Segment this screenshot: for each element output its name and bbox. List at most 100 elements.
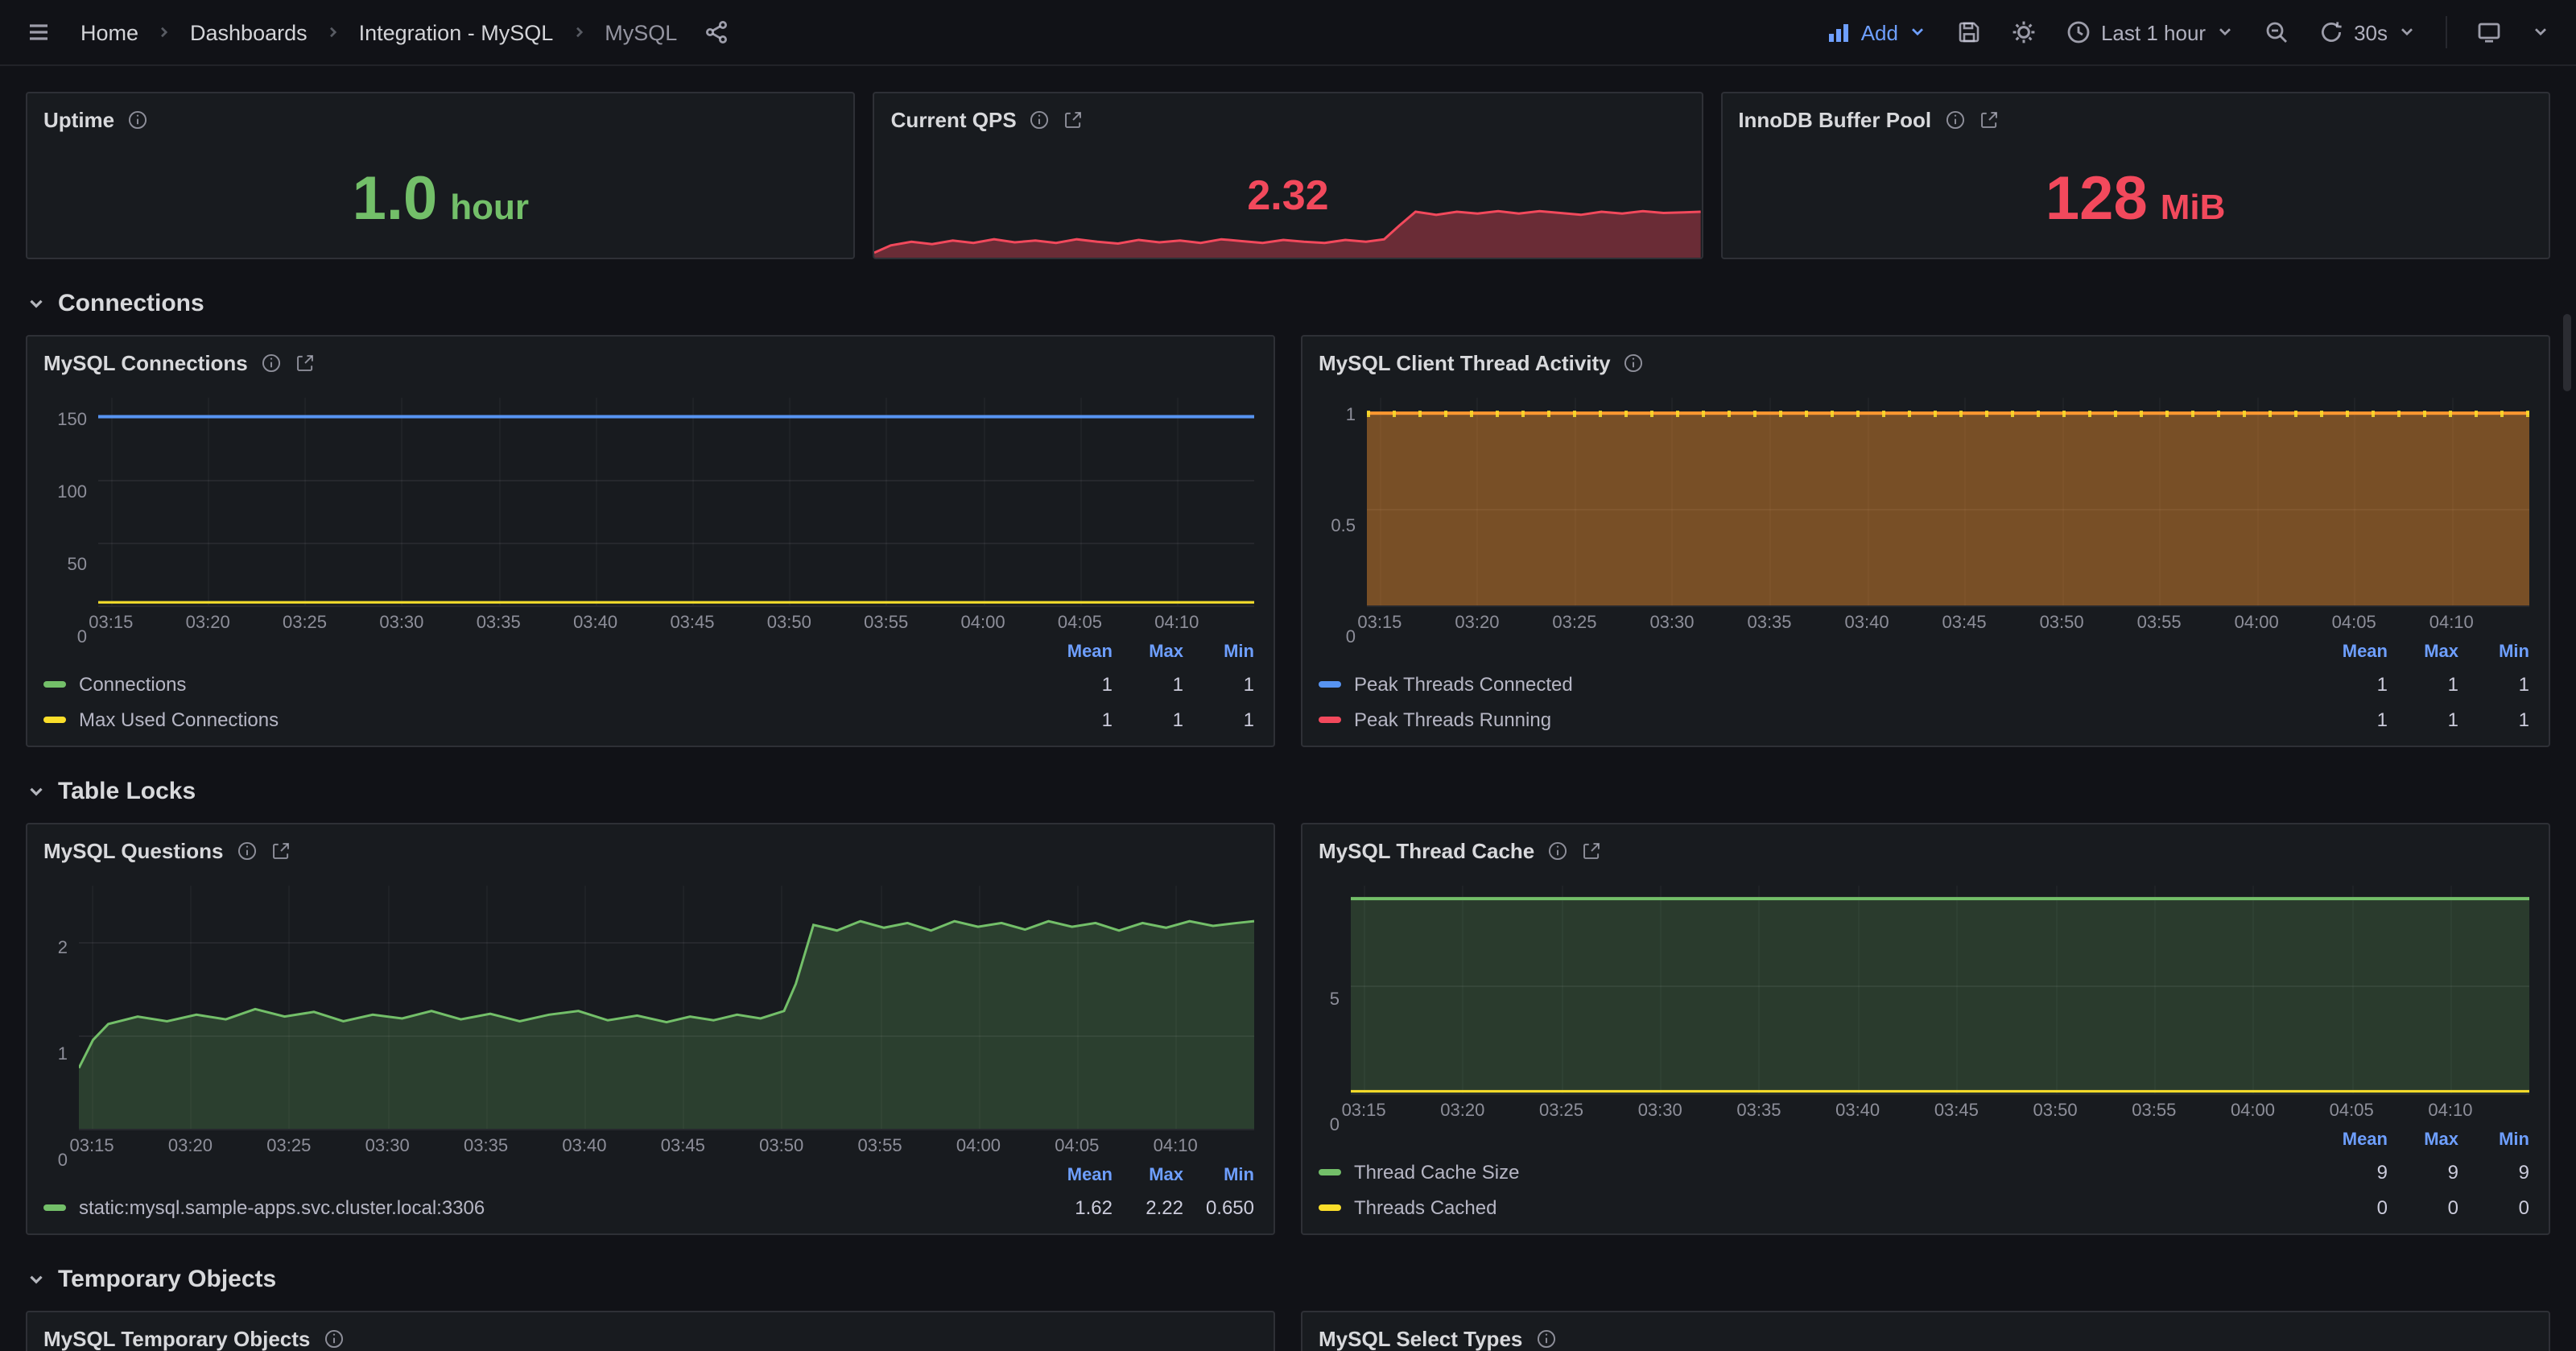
time-series-chart[interactable]: 0 50 100 150 03:15 03:20 03:25 03:30 03:35 03:40 0… xyxy=(34,398,1254,647)
info-icon[interactable] xyxy=(1535,1328,1556,1349)
save-dashboard-button[interactable] xyxy=(1956,19,1982,45)
plot-area[interactable] xyxy=(1351,886,2529,1095)
refresh-button[interactable] xyxy=(2318,19,2344,45)
panel-header[interactable]: MySQL Select Types xyxy=(1302,1312,2549,1351)
time-series-chart[interactable]: 0 5 03:15 03:20 03:25 03:30 03:35 03:40 03:45 03:… xyxy=(1309,886,2529,1135)
time-series-chart[interactable]: 0 0.5 1 03:15 03:20 03:25 03:30 03:35 03:40 03:45… xyxy=(1309,398,2529,647)
refresh-interval-label[interactable]: 30s xyxy=(2354,20,2388,44)
info-icon[interactable] xyxy=(236,840,257,861)
chevron-down-icon[interactable] xyxy=(2397,23,2417,42)
legend-sort-min[interactable]: Min xyxy=(2499,1130,2529,1150)
time-series-chart[interactable]: 0 1 2 03:15 03:20 03:25 03:30 03:35 03:40 03:45 03… xyxy=(34,886,1254,1171)
menu-button[interactable] xyxy=(26,19,52,45)
plot-area[interactable] xyxy=(1367,398,2529,607)
legend-header-row: Mean Max Min xyxy=(43,638,1254,667)
share-dashboard-button[interactable] xyxy=(703,19,729,45)
legend-item[interactable]: Peak Threads Connected 1 1 1 xyxy=(1319,667,2529,702)
panel-header[interactable]: InnoDB Buffer Pool xyxy=(1722,93,2549,142)
legend-sort-mean[interactable]: Mean xyxy=(2342,1130,2388,1150)
panel-header[interactable]: MySQL Connections xyxy=(27,337,1274,385)
section-temporary-objects[interactable]: Temporary Objects xyxy=(0,1258,2576,1299)
y-axis-label: 2 xyxy=(57,939,68,959)
time-range-picker[interactable]: Last 1 hour xyxy=(2066,19,2235,45)
panel-innodb-buffer-pool: InnoDB Buffer Pool 128 MiB xyxy=(1720,92,2550,259)
legend-sort-min[interactable]: Min xyxy=(1224,1166,1254,1185)
legend-sort-mean[interactable]: Mean xyxy=(1067,1166,1113,1185)
gridline xyxy=(983,398,985,605)
breadcrumb-home[interactable]: Home xyxy=(80,20,139,44)
panel-header[interactable]: Uptime xyxy=(27,93,854,142)
legend-item[interactable]: Threads Cached 0 0 0 xyxy=(1319,1190,2529,1225)
external-link-icon[interactable] xyxy=(1978,109,1999,130)
legend-item[interactable]: Max Used Connections 1 1 1 xyxy=(43,702,1254,737)
scrollbar-thumb[interactable] xyxy=(2563,314,2571,391)
external-link-icon[interactable] xyxy=(1581,840,1602,861)
info-icon[interactable] xyxy=(323,1328,344,1349)
x-axis-label: 04:00 xyxy=(2230,1101,2275,1121)
info-icon[interactable] xyxy=(1624,352,1645,373)
legend-item[interactable]: Peak Threads Running 1 1 1 xyxy=(1319,702,2529,737)
x-axis-label: 04:05 xyxy=(1057,614,1102,633)
section-connections[interactable]: Connections xyxy=(0,282,2576,324)
info-icon[interactable] xyxy=(1547,840,1568,861)
panel-header[interactable]: MySQL Questions xyxy=(27,824,1274,873)
zoom-out-button[interactable] xyxy=(2264,19,2289,45)
tv-mode-button[interactable] xyxy=(2476,19,2502,45)
external-link-icon[interactable] xyxy=(270,840,291,861)
series-color-swatch xyxy=(1319,717,1341,723)
section-table-locks[interactable]: Table Locks xyxy=(0,770,2576,812)
gridline xyxy=(2256,398,2259,605)
gridline xyxy=(1462,886,1464,1093)
legend-min-value: 9 xyxy=(2518,1161,2529,1184)
legend-sort-mean[interactable]: Mean xyxy=(2342,642,2388,662)
panel-header[interactable]: MySQL Temporary Objects xyxy=(27,1312,1274,1351)
gridline xyxy=(98,605,1254,607)
legend-sort-max[interactable]: Max xyxy=(2424,1130,2458,1150)
gridline xyxy=(1351,1093,2529,1095)
y-axis-label: 100 xyxy=(57,482,87,502)
legend-sort-max[interactable]: Max xyxy=(1149,642,1183,662)
x-axis-label: 03:20 xyxy=(1440,1101,1485,1121)
panel-header[interactable]: MySQL Client Thread Activity xyxy=(1302,337,2549,385)
legend-item[interactable]: static:mysql.sample-apps.svc.cluster.loc… xyxy=(43,1190,1254,1225)
breadcrumb-integration-mysql[interactable]: Integration - MySQL xyxy=(358,20,554,44)
panel-header[interactable]: MySQL Thread Cache xyxy=(1302,824,2549,873)
legend-sort-max[interactable]: Max xyxy=(1149,1166,1183,1185)
series-color-swatch xyxy=(43,1204,66,1211)
legend-item[interactable]: Thread Cache Size 9 9 9 xyxy=(1319,1155,2529,1190)
x-axis-label: 03:25 xyxy=(1552,614,1597,633)
panel-header[interactable]: Current QPS xyxy=(875,93,1702,142)
y-axis: 0 50 100 150 xyxy=(34,398,98,647)
gridline xyxy=(2351,886,2354,1093)
x-axis-label: 03:45 xyxy=(660,1137,705,1156)
legend-sort-min[interactable]: Min xyxy=(1224,642,1254,662)
external-link-icon[interactable] xyxy=(295,352,316,373)
breadcrumb-dashboards[interactable]: Dashboards xyxy=(190,20,308,44)
gridline xyxy=(2450,886,2452,1093)
plot-area[interactable] xyxy=(98,398,1254,607)
plot-column: 03:15 03:20 03:25 03:30 03:35 03:40 03:45 03:50… xyxy=(1357,398,2529,638)
x-axis-label: 03:40 xyxy=(562,1137,607,1156)
gridline xyxy=(1956,886,1959,1093)
chevron-down-icon[interactable] xyxy=(2531,23,2550,42)
info-icon[interactable] xyxy=(261,352,282,373)
x-axis-label: 04:05 xyxy=(2329,1101,2374,1121)
x-axis-label: 03:15 xyxy=(1341,1101,1386,1121)
qps-sparkline-chart[interactable] xyxy=(874,196,1702,258)
dashboard-settings-button[interactable] xyxy=(2011,19,2037,45)
legend-sort-max[interactable]: Max xyxy=(2424,642,2458,662)
info-icon[interactable] xyxy=(1030,109,1051,130)
external-link-icon[interactable] xyxy=(1063,109,1084,130)
y-axis-label: 5 xyxy=(1329,990,1340,1010)
legend-max-value: 2.22 xyxy=(1146,1196,1183,1219)
legend-sort-min[interactable]: Min xyxy=(2499,642,2529,662)
series-label: Peak Threads Connected xyxy=(1354,673,1573,696)
legend-item[interactable]: Connections 1 1 1 xyxy=(43,667,1254,702)
plot-area[interactable] xyxy=(79,886,1254,1130)
info-icon[interactable] xyxy=(1944,109,1965,130)
add-button[interactable]: Add xyxy=(1826,19,1927,45)
x-axis-label: 03:45 xyxy=(670,614,715,633)
legend-sort-mean[interactable]: Mean xyxy=(1067,642,1113,662)
info-icon[interactable] xyxy=(127,109,148,130)
legend-mean-value: 1 xyxy=(2376,709,2388,731)
